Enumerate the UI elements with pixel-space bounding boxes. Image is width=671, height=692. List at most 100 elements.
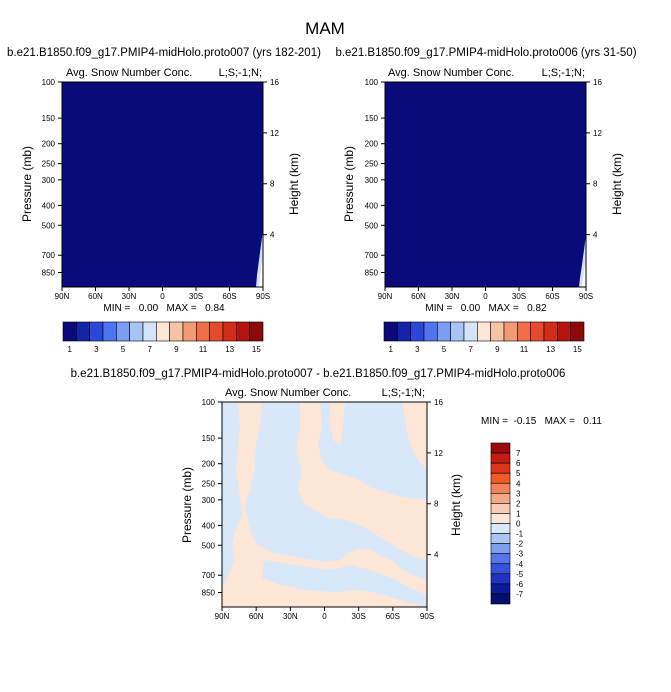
panel-3-x-tick-label: 60N — [249, 612, 264, 621]
panel-2-ylabel: Pressure (mb) — [342, 146, 356, 222]
panel-2-colorbar-label: 1 — [388, 345, 393, 354]
panel-3-y-right-tick-label: 16 — [434, 398, 443, 407]
panel-2-y-tick-label: 300 — [365, 176, 379, 185]
panel-2: b.e21.B1850.f09_g17.PMIP4-midHolo.proto0… — [335, 47, 636, 354]
panel-1-colorbar-label: 15 — [252, 345, 261, 354]
panel-2-x-ticks: 90N 60N 30N 0 30S 60S 90S — [378, 287, 593, 301]
panel-2-colorbar-labels: 1 3 5 7 9 11 13 15 — [388, 345, 582, 354]
panel-1-colorbar-box — [236, 321, 250, 342]
panel-1-colorbar-label: 11 — [199, 345, 208, 354]
panel-1-colorbar-label: 9 — [174, 345, 179, 354]
panel-3-colorbar-label: 5 — [516, 469, 521, 478]
panel-3-colorbar-box — [490, 523, 511, 534]
panel-3-y-ticks: 100 150 200 250 300 400 500 700 850 — [202, 398, 222, 598]
figure-title: MAM — [305, 19, 345, 38]
panel-1-subtitle-right: L;S;-1;N; — [219, 67, 262, 79]
panel-3-y-right-tick-label: 4 — [434, 551, 439, 560]
panel-3-colorbar-label: 7 — [516, 449, 521, 458]
panel-1-colorbar-box — [182, 321, 197, 342]
panel-3-colorbar-label: -5 — [516, 570, 524, 579]
panel-1-colorbar-box — [169, 321, 184, 342]
panel-2-y-tick-label: 250 — [365, 160, 379, 169]
panel-1-colorbar-box — [76, 321, 90, 342]
panel-2-colorbar-label: 3 — [415, 345, 420, 354]
panel-2-colorbar-box — [530, 321, 545, 342]
panel-1-stats: MIN = 0.00 MAX = 0.84 — [103, 303, 225, 314]
panel-2-y-right-tick-label: 8 — [593, 180, 598, 189]
panel-1-colorbar-box — [156, 321, 170, 342]
panel-3-x-tick-label: 90S — [420, 612, 434, 621]
panel-3-y-tick-label: 850 — [202, 589, 216, 598]
panel-1-x-tick-label: 90N — [55, 292, 70, 301]
panel-1-colorbar-box — [89, 321, 104, 342]
panel-1-x-tick-label: 90S — [256, 292, 270, 301]
panel-1-x-tick-label: 60S — [222, 292, 236, 301]
panel-1-y-tick-label: 500 — [42, 221, 56, 230]
panel-2-x-tick-label: 30N — [445, 292, 460, 301]
panel-1-y-tick-label: 700 — [42, 251, 56, 260]
panel-2-colorbar-box — [383, 321, 398, 342]
panel-3-ylabel-right: Height (km) — [449, 474, 463, 536]
panel-1-y-right-tick-label: 12 — [270, 129, 279, 138]
panel-3-x-tick-label: 60S — [386, 612, 400, 621]
panel-1-y-tick-label: 850 — [42, 269, 56, 278]
panel-1-colorbar-label: 13 — [225, 345, 234, 354]
panel-1-y-tick-label: 150 — [42, 114, 56, 123]
panel-3-colorbar-label: -7 — [516, 590, 524, 599]
panel-2-colorbar-box — [437, 321, 451, 342]
panel-3-title: b.e21.B1850.f09_g17.PMIP4-midHolo.proto0… — [71, 368, 566, 380]
panel-3-colorbar-label: 2 — [516, 499, 521, 508]
panel-3-colorbar-box — [490, 573, 511, 585]
panel-3-colorbar-box — [490, 482, 511, 494]
panel-3-colorbar-box — [490, 533, 511, 544]
panel-3-y-right-tick-label: 8 — [434, 500, 439, 509]
panel-3-ylabel: Pressure (mb) — [180, 467, 194, 543]
panel-3-colorbar-label: -3 — [516, 550, 524, 559]
panel-1-colorbar-label: 5 — [121, 345, 126, 354]
panel-1-y-right-tick-label: 8 — [270, 180, 275, 189]
panel-1-y-tick-label: 100 — [42, 78, 56, 87]
panel-2-subtitle-left: Avg. Snow Number Conc. — [388, 67, 514, 79]
panel-3-colorbar-label: 3 — [516, 489, 521, 498]
panel-1-colorbar-box — [142, 321, 157, 342]
panel-3: b.e21.B1850.f09_g17.PMIP4-midHolo.proto0… — [71, 368, 603, 621]
panel-1-y-right-tick-label: 4 — [270, 231, 275, 240]
panel-2-stats: MIN = 0.00 MAX = 0.82 — [425, 303, 547, 314]
panel-2-y-tick-label: 400 — [365, 201, 379, 210]
panel-2-plot-field — [384, 81, 587, 288]
panel-1-y-ticks-right: 16 12 8 4 — [263, 78, 279, 240]
panel-3-colorbar-label: 6 — [516, 459, 521, 468]
panel-2-colorbar-label: 15 — [573, 345, 582, 354]
panel-1-subtitle-left: Avg. Snow Number Conc. — [66, 67, 192, 79]
panel-1-y-tick-label: 200 — [42, 140, 56, 149]
panel-3-y-tick-label: 700 — [202, 571, 216, 580]
panel-2-colorbar-label: 11 — [520, 345, 529, 354]
panel-1-colorbar-box — [196, 321, 210, 342]
panel-3-colorbar-box — [490, 513, 511, 524]
panel-1-colorbar-box — [209, 321, 224, 342]
panel-1-colorbar-labels: 1 3 5 7 9 11 13 15 — [67, 345, 261, 354]
panel-2-x-tick-label: 90S — [579, 292, 593, 301]
panel-3-colorbar-label: -2 — [516, 540, 524, 549]
panel-2-colorbar-box — [423, 321, 438, 342]
panel-2-colorbar-box — [463, 321, 478, 342]
panel-1-colorbar-box — [249, 321, 264, 342]
panel-3-colorbar-label: -4 — [516, 560, 524, 569]
panel-1-colorbar — [62, 321, 264, 342]
panel-2-x-tick-label: 60N — [411, 292, 426, 301]
panel-3-colorbar-box — [490, 462, 511, 474]
panel-3-y-tick-label: 400 — [202, 521, 216, 530]
panel-3-colorbar-box — [490, 543, 511, 554]
panel-3-colorbar-box — [490, 493, 511, 504]
panel-2-subtitle-right: L;S;-1;N; — [542, 67, 585, 79]
panel-3-colorbar-box — [490, 472, 511, 484]
panel-2-colorbar-box — [477, 321, 491, 342]
panel-2-y-tick-label: 700 — [365, 251, 379, 260]
panel-3-stats: MIN = -0.15 MAX = 0.11 — [481, 416, 602, 427]
panel-1-x-tick-label: 30S — [189, 292, 203, 301]
panel-3-colorbar-label: 0 — [516, 520, 521, 529]
panel-3-colorbar-box — [490, 563, 511, 575]
panel-2-colorbar-box — [543, 321, 558, 342]
